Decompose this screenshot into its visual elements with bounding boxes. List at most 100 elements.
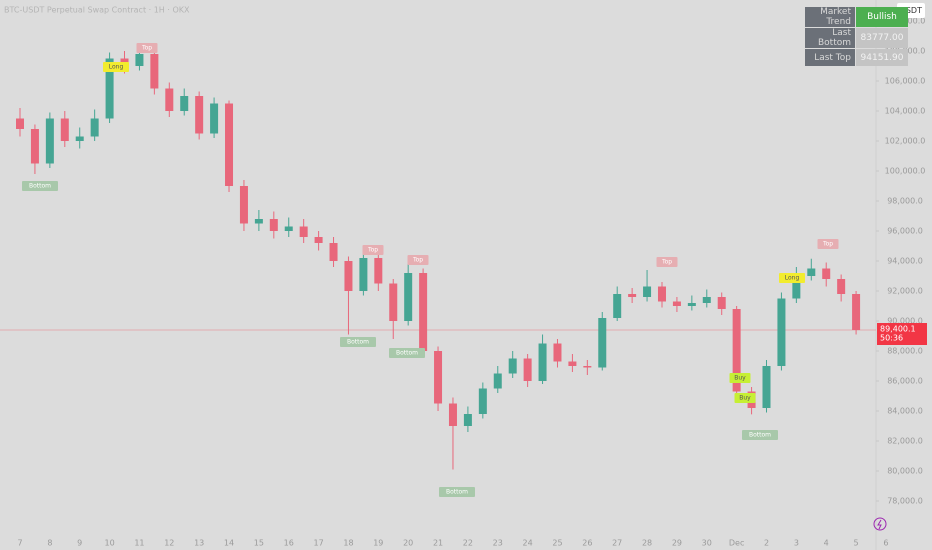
candle-body xyxy=(195,96,204,134)
x-tick-label: 11 xyxy=(134,539,144,548)
candle-body xyxy=(478,388,487,414)
table-value: 83777.00 xyxy=(856,28,908,48)
x-tick-label: 17 xyxy=(314,539,324,548)
signal-label: Top xyxy=(822,241,833,248)
table-value: Bullish xyxy=(856,7,908,27)
signal-badge xyxy=(407,255,429,265)
candle-body xyxy=(448,403,457,426)
candle-body xyxy=(165,88,174,111)
candle-body xyxy=(45,118,54,164)
x-tick-label: 9 xyxy=(77,539,82,548)
x-tick-label: 19 xyxy=(373,539,383,548)
candle-body xyxy=(702,297,711,303)
y-tick-label: 102,000.0 xyxy=(885,137,926,146)
x-tick-label: 5 xyxy=(854,539,859,548)
x-tick-label: 28 xyxy=(642,539,652,548)
candle-body xyxy=(613,294,622,318)
candle-body xyxy=(538,343,547,381)
signal-label: Top xyxy=(141,45,152,52)
signal-label: Top xyxy=(367,247,378,254)
y-tick-label: 86,000.0 xyxy=(887,377,923,386)
y-tick-label: 106,000.0 xyxy=(885,77,926,86)
x-tick-label: 25 xyxy=(552,539,562,548)
x-tick-label: 26 xyxy=(582,539,592,548)
x-tick-label: 30 xyxy=(702,539,712,548)
y-tick-label: 84,000.0 xyxy=(887,407,923,416)
candle-body xyxy=(344,261,353,291)
signal-badge xyxy=(136,43,158,53)
signal-label: Buy xyxy=(734,375,746,382)
y-tick-label: 98,000.0 xyxy=(887,197,923,206)
candle-body xyxy=(254,219,263,224)
signal-badge xyxy=(729,373,751,383)
signal-badge xyxy=(340,337,376,347)
candle-body xyxy=(493,373,502,389)
x-tick-label: 13 xyxy=(194,539,204,548)
candle-body xyxy=(657,286,666,302)
candle-body xyxy=(732,309,741,392)
signal-badge xyxy=(742,430,778,440)
x-tick-label: 6 xyxy=(883,539,888,548)
signal-badge xyxy=(362,245,384,255)
countdown-label: 50:36 xyxy=(880,333,903,342)
signal-badge xyxy=(22,181,58,191)
candle-body xyxy=(523,358,532,381)
y-tick-label: 96,000.0 xyxy=(887,227,923,236)
table-row: Last Top 94151.90 xyxy=(805,49,908,66)
candle-body xyxy=(822,268,831,279)
x-tick-label: Dec xyxy=(729,539,744,548)
candle-body xyxy=(225,103,234,186)
x-tick-label: 21 xyxy=(433,539,443,548)
candle-body xyxy=(374,258,383,284)
signal-label: Bottom xyxy=(749,432,771,439)
signal-badge xyxy=(779,273,805,283)
candle-body xyxy=(314,237,323,243)
x-tick-label: 14 xyxy=(224,539,234,548)
candle-body xyxy=(180,96,189,111)
signal-label: Long xyxy=(109,64,124,71)
candle-body xyxy=(777,298,786,366)
candle-body xyxy=(239,186,248,224)
candle-body xyxy=(643,286,652,297)
candle-body xyxy=(75,136,84,141)
table-key: Market Trend xyxy=(805,7,855,27)
candle-body xyxy=(389,283,398,321)
candle-body xyxy=(269,219,278,231)
x-tick-label: 23 xyxy=(493,539,503,548)
candle-body xyxy=(60,118,69,141)
candle-body xyxy=(508,358,517,374)
candle-body xyxy=(687,303,696,306)
x-tick-label: 15 xyxy=(254,539,264,548)
candle-body xyxy=(434,351,443,404)
table-row: Last Bottom 83777.00 xyxy=(805,28,908,48)
table-key: Last Top xyxy=(805,49,855,66)
candle-body xyxy=(299,226,308,237)
signal-label: Bottom xyxy=(446,489,468,496)
candle-body xyxy=(568,361,577,366)
x-tick-label: 24 xyxy=(523,539,533,548)
table-row: Market Trend Bullish xyxy=(805,7,908,27)
table-value: 94151.90 xyxy=(856,49,908,66)
lightning-icon[interactable] xyxy=(873,517,887,531)
candle-body xyxy=(792,276,801,299)
table-key: Last Bottom xyxy=(805,28,855,48)
signal-badge xyxy=(656,257,678,267)
info-table: Market Trend Bullish Last Bottom 83777.00 … xyxy=(804,6,909,67)
y-tick-label: 78,000.0 xyxy=(887,497,923,506)
candle-body xyxy=(404,273,413,321)
candle-body xyxy=(329,243,338,261)
signal-label: Bottom xyxy=(347,339,369,346)
y-tick-label: 100,000.0 xyxy=(885,167,926,176)
candle-body xyxy=(284,226,293,231)
x-tick-label: 2 xyxy=(764,539,769,548)
x-tick-label: 10 xyxy=(104,539,114,548)
x-tick-label: 22 xyxy=(463,539,473,548)
candle-body xyxy=(463,414,472,426)
signal-label: Top xyxy=(661,259,672,266)
signal-label: Top xyxy=(412,257,423,264)
y-tick-label: 82,000.0 xyxy=(887,437,923,446)
candle-body xyxy=(583,366,592,368)
signal-label: Bottom xyxy=(29,183,51,190)
